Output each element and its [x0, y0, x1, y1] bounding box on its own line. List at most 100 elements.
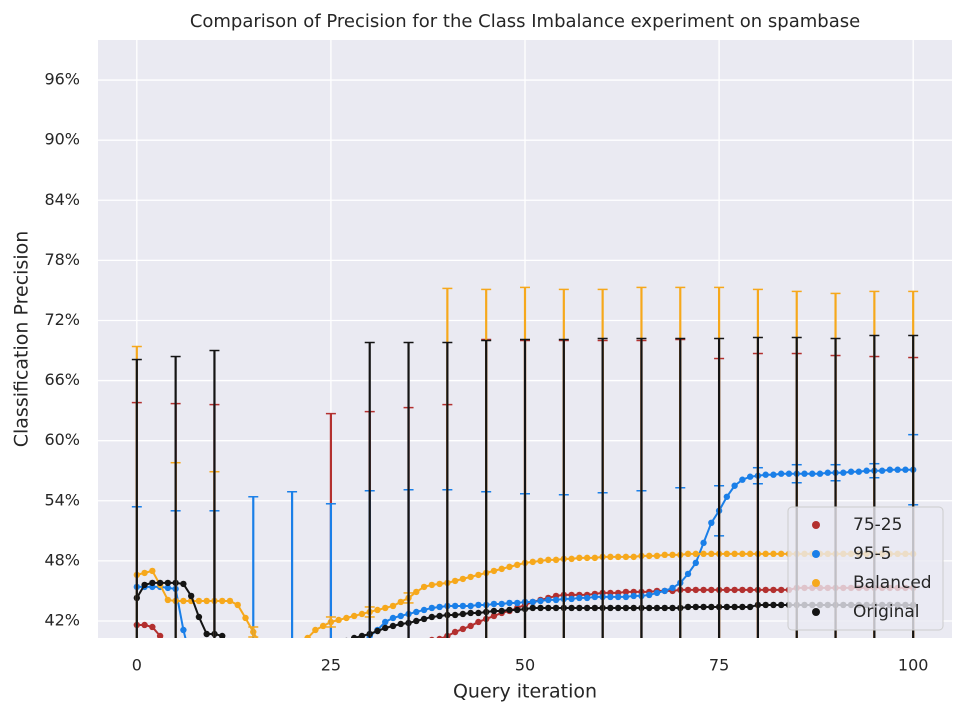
- data-point: [266, 678, 272, 684]
- data-point: [382, 648, 388, 654]
- data-point: [739, 550, 746, 558]
- data-point: [304, 688, 310, 694]
- data-point: [382, 624, 389, 632]
- data-point: [894, 466, 901, 473]
- data-point: [847, 468, 855, 475]
- data-point: [731, 603, 738, 611]
- data-point: [591, 604, 599, 612]
- data-point: [552, 596, 560, 604]
- data-point: [413, 641, 419, 647]
- data-point: [840, 469, 847, 476]
- data-point: [351, 655, 357, 661]
- x-tick-label: 50: [515, 656, 535, 675]
- data-point: [568, 595, 575, 603]
- legend-label: 95-5: [853, 544, 892, 564]
- data-point: [250, 708, 256, 714]
- data-point: [653, 604, 661, 612]
- data-point: [188, 658, 194, 664]
- data-point: [227, 703, 233, 709]
- data-point: [498, 565, 505, 573]
- data-point: [328, 648, 334, 654]
- data-point: [723, 603, 731, 611]
- data-point: [227, 678, 233, 684]
- data-point: [778, 470, 785, 477]
- data-point: [824, 469, 831, 476]
- data-point: [692, 586, 699, 594]
- data-point: [397, 612, 404, 620]
- data-point: [591, 593, 599, 601]
- data-point: [196, 678, 202, 684]
- data-point: [343, 658, 349, 664]
- data-point: [545, 556, 552, 564]
- data-point: [164, 596, 172, 604]
- data-point: [219, 632, 226, 638]
- data-point: [622, 553, 630, 561]
- y-tick-label: 60%: [44, 430, 80, 449]
- data-point: [692, 603, 699, 611]
- data-point: [684, 570, 692, 578]
- data-point: [258, 666, 264, 672]
- data-point: [863, 467, 870, 474]
- data-point: [219, 597, 226, 605]
- data-point: [273, 708, 279, 714]
- data-point: [195, 597, 203, 605]
- data-point: [156, 579, 164, 587]
- data-point: [266, 668, 272, 674]
- data-point: [475, 609, 482, 617]
- data-point: [374, 606, 381, 614]
- data-point: [266, 653, 272, 659]
- x-tick-label: 25: [321, 656, 341, 675]
- data-point: [723, 493, 731, 500]
- legend-marker: [812, 521, 820, 529]
- data-point: [583, 594, 591, 602]
- data-point: [413, 608, 420, 616]
- data-point: [281, 678, 287, 684]
- data-point: [622, 593, 630, 601]
- data-point: [684, 586, 692, 594]
- data-point: [258, 678, 264, 684]
- data-point: [451, 628, 459, 636]
- data-point: [359, 640, 365, 646]
- data-point: [358, 632, 366, 638]
- data-point: [630, 592, 637, 600]
- data-point: [552, 604, 560, 612]
- data-point: [669, 551, 676, 559]
- data-point: [304, 663, 310, 669]
- data-point: [514, 606, 521, 614]
- data-point: [459, 625, 467, 633]
- data-point: [607, 553, 614, 561]
- data-point: [746, 550, 754, 558]
- data-point: [343, 653, 349, 659]
- data-point: [421, 639, 427, 645]
- data-point: [180, 658, 186, 664]
- data-point: [420, 583, 428, 591]
- data-point: [498, 607, 505, 615]
- data-point: [289, 703, 295, 709]
- data-point: [335, 643, 341, 649]
- data-point: [273, 658, 279, 664]
- data-point: [219, 698, 225, 704]
- data-point: [886, 466, 894, 473]
- data-point: [211, 673, 217, 679]
- data-point: [165, 643, 171, 649]
- data-point: [436, 603, 443, 611]
- data-point: [708, 603, 715, 611]
- data-point: [367, 651, 373, 657]
- data-point: [180, 580, 187, 588]
- data-point: [397, 620, 404, 628]
- data-point: [281, 708, 287, 714]
- data-point: [428, 613, 436, 621]
- data-point: [250, 663, 256, 669]
- data-point: [149, 567, 156, 575]
- data-point: [351, 612, 358, 620]
- data-point: [770, 471, 777, 478]
- data-point: [692, 559, 699, 567]
- data-point: [816, 470, 824, 477]
- data-point: [459, 610, 467, 618]
- legend-label: Balanced: [853, 573, 932, 593]
- data-point: [545, 604, 552, 612]
- data-point: [242, 614, 249, 622]
- data-point: [312, 626, 319, 634]
- data-point: [630, 604, 637, 612]
- data-point: [304, 634, 311, 638]
